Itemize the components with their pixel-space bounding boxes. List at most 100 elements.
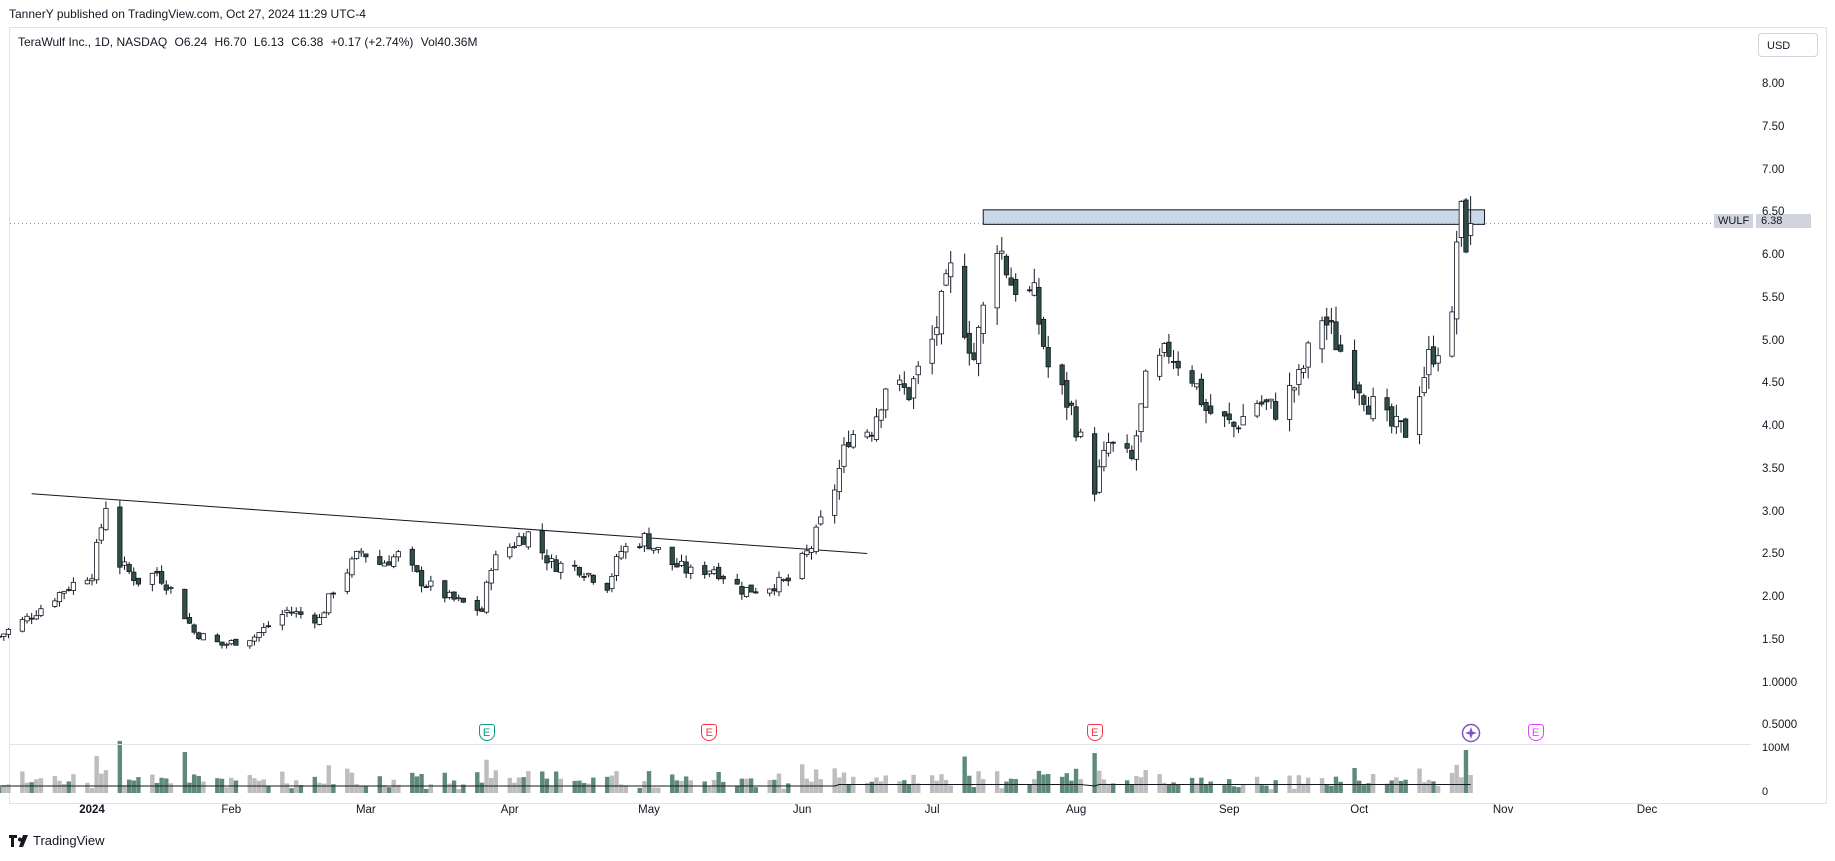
earnings-marker[interactable]: E	[701, 724, 718, 741]
dividend-sparkle-icon[interactable]	[1461, 723, 1481, 743]
candle-body	[832, 489, 838, 516]
candle-body	[126, 564, 132, 572]
volume-bar	[1417, 768, 1422, 793]
price-tick-label: 0.5000	[1762, 719, 1798, 732]
volume-bar	[247, 775, 253, 793]
candle-body	[1235, 427, 1242, 430]
volume-bar	[85, 782, 90, 793]
volume-bar	[1041, 774, 1046, 793]
candle-body	[1389, 406, 1395, 427]
volume-bar	[1157, 773, 1162, 793]
volume-bar	[349, 772, 355, 793]
volume-bar	[1468, 775, 1473, 793]
candle-body	[451, 591, 457, 600]
candle-body	[474, 599, 480, 611]
candle-body	[1296, 369, 1302, 385]
candle-body	[38, 608, 44, 616]
candle-body	[200, 633, 207, 641]
price-tick-label: 5.00	[1762, 334, 1785, 347]
volume-bar	[61, 783, 67, 793]
candle-body	[261, 627, 267, 633]
volume-bar	[1004, 781, 1009, 793]
candle-body	[683, 561, 689, 574]
candle-body	[1175, 360, 1181, 369]
volume-bar	[1208, 781, 1213, 793]
volume-bar	[256, 780, 262, 793]
candle-body	[1403, 418, 1409, 438]
symbol-legend: TeraWulf Inc., 1D, NASDAQ O6.24 H6.70 L6…	[18, 35, 481, 49]
candle-body	[581, 576, 587, 578]
volume-bar	[581, 782, 587, 793]
candle-body	[1421, 377, 1427, 394]
candle-body	[850, 434, 856, 448]
currency-selector[interactable]: USD	[1758, 33, 1818, 57]
volume-bar	[841, 772, 847, 793]
volume-bar	[1352, 767, 1357, 793]
volume-bar	[521, 777, 526, 793]
volume-bar	[1064, 773, 1069, 793]
volume-bar	[1129, 784, 1134, 793]
volume-bar	[1092, 753, 1097, 793]
volume-bar	[382, 785, 387, 793]
candle-body	[1273, 401, 1279, 420]
candle-body	[818, 516, 824, 525]
volume-bar	[1366, 783, 1371, 793]
earnings-marker[interactable]: E	[1527, 724, 1544, 741]
candle-body	[117, 506, 123, 568]
candle-body	[753, 591, 759, 594]
candle-body	[734, 578, 740, 585]
time-tick-label: Sep	[1219, 804, 1240, 816]
time-tick-label: Oct	[1350, 804, 1369, 816]
volume-bar	[479, 782, 485, 793]
volume-bar	[1329, 785, 1334, 793]
volume-bar	[345, 768, 350, 793]
earnings-marker[interactable]: E	[1086, 724, 1103, 741]
candle-body	[321, 612, 327, 618]
candle-body	[637, 546, 643, 549]
candle-body	[1398, 420, 1404, 423]
candle-body	[883, 388, 889, 411]
candle-body	[395, 551, 401, 558]
volume-bar	[1078, 779, 1083, 793]
candle-body	[66, 589, 72, 591]
candle-body	[1078, 431, 1084, 437]
candle-body	[1361, 395, 1367, 405]
volume-bar	[386, 787, 392, 793]
volume-bar	[1324, 784, 1329, 793]
volume-bar	[201, 781, 206, 793]
volume-bar	[159, 777, 164, 793]
price-tick-label: 2.50	[1762, 548, 1785, 561]
volume-bar	[549, 785, 554, 793]
footer-brand-name: TradingView	[33, 833, 105, 848]
candle-body	[98, 527, 104, 541]
volume-bar	[377, 776, 382, 793]
candle-body	[813, 526, 819, 553]
candle-body	[897, 379, 903, 385]
price-tick-label: 7.50	[1762, 120, 1785, 133]
volume-bar	[1403, 779, 1408, 793]
candle-body	[776, 576, 782, 593]
volume-bar	[66, 781, 71, 793]
volume-bar	[753, 787, 758, 793]
volume-bar	[99, 773, 104, 793]
candle-body	[149, 572, 155, 585]
candle-body	[1393, 415, 1399, 428]
volume-bar	[0, 786, 2, 793]
candle-body	[864, 431, 870, 438]
candle-body	[706, 570, 712, 575]
earnings-marker[interactable]: E	[478, 724, 495, 741]
volume-bar	[117, 740, 123, 793]
time-tick-label: Apr	[500, 804, 519, 816]
candle-body	[61, 590, 67, 594]
candle-body	[456, 597, 462, 600]
volume-bar	[911, 774, 916, 793]
volume-bar	[776, 773, 782, 793]
candle-body	[1384, 397, 1390, 411]
price-tick-label: 4.50	[1762, 377, 1785, 390]
candle-body	[251, 636, 258, 642]
candle-body	[962, 265, 968, 338]
candle-body	[1143, 370, 1149, 408]
volume-bar	[6, 784, 11, 793]
candle-body	[966, 332, 972, 354]
